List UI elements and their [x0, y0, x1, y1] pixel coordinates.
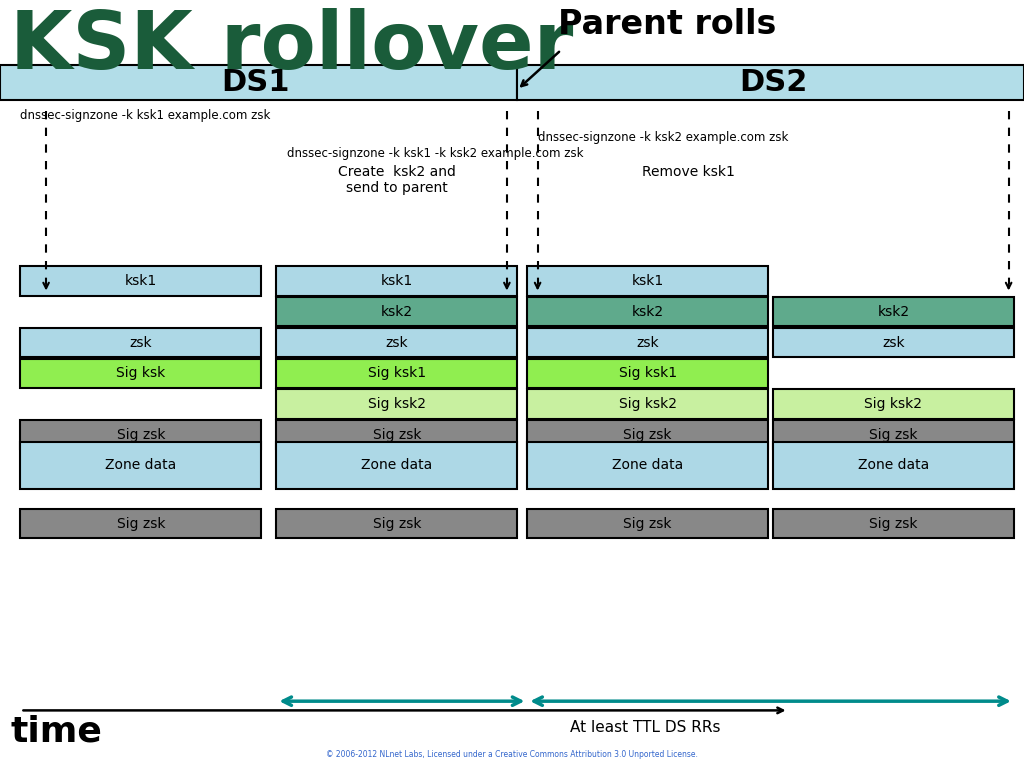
Text: Sig ksk1: Sig ksk1	[618, 366, 677, 380]
Bar	[20, 442, 261, 489]
Text: DS1: DS1	[222, 68, 290, 97]
Bar	[276, 442, 517, 489]
Text: ksk2: ksk2	[878, 305, 909, 319]
Bar	[773, 442, 1014, 489]
Text: DS2: DS2	[739, 68, 807, 97]
Text: KSK rollover: KSK rollover	[10, 8, 573, 86]
Text: Zone data: Zone data	[612, 458, 683, 472]
Bar	[276, 509, 517, 538]
Text: Sig zsk: Sig zsk	[373, 517, 421, 531]
Bar	[527, 328, 768, 357]
Text: Sig ksk2: Sig ksk2	[618, 397, 677, 411]
Text: ksk1: ksk1	[632, 274, 664, 288]
Text: Sig zsk: Sig zsk	[373, 428, 421, 442]
Text: At least TTL DS RRs: At least TTL DS RRs	[570, 720, 720, 735]
Bar	[527, 266, 768, 296]
Bar	[276, 266, 517, 296]
Text: Parent rolls: Parent rolls	[558, 8, 776, 41]
Text: zsk: zsk	[882, 336, 905, 349]
Bar	[773, 328, 1014, 357]
Text: Sig zsk: Sig zsk	[117, 428, 165, 442]
Bar	[773, 509, 1014, 538]
Bar	[276, 328, 517, 357]
Bar	[527, 359, 768, 388]
Bar	[20, 509, 261, 538]
Bar	[276, 297, 517, 326]
Text: Sig ksk2: Sig ksk2	[368, 397, 426, 411]
Bar	[20, 420, 261, 449]
Bar	[527, 389, 768, 419]
Bar	[20, 266, 261, 296]
Text: © 2006-2012 NLnet Labs, Licensed under a Creative Commons Attribution 3.0 Unport: © 2006-2012 NLnet Labs, Licensed under a…	[326, 750, 698, 759]
Bar	[773, 297, 1014, 326]
Bar	[276, 420, 517, 449]
Text: zsk: zsk	[385, 336, 409, 349]
Text: Sig ksk1: Sig ksk1	[368, 366, 426, 380]
Text: Sig zsk: Sig zsk	[624, 517, 672, 531]
Text: dnssec-signzone -k ksk1 -k ksk2 example.com zsk: dnssec-signzone -k ksk1 -k ksk2 example.…	[287, 147, 584, 161]
Bar	[20, 359, 261, 388]
Text: Create  ksk2 and
send to parent: Create ksk2 and send to parent	[338, 165, 456, 195]
Bar	[0, 65, 517, 100]
Text: Sig zsk: Sig zsk	[869, 428, 918, 442]
Text: dnssec-signzone -k ksk2 example.com zsk: dnssec-signzone -k ksk2 example.com zsk	[538, 131, 788, 144]
Text: Sig ksk: Sig ksk	[116, 366, 166, 380]
Text: Sig zsk: Sig zsk	[869, 517, 918, 531]
Text: ksk2: ksk2	[381, 305, 413, 319]
Bar	[527, 297, 768, 326]
Text: Sig zsk: Sig zsk	[117, 517, 165, 531]
Text: ksk2: ksk2	[632, 305, 664, 319]
Bar	[527, 509, 768, 538]
Text: zsk: zsk	[636, 336, 659, 349]
Bar	[527, 442, 768, 489]
Text: ksk1: ksk1	[125, 274, 157, 288]
Bar	[773, 420, 1014, 449]
Bar	[276, 389, 517, 419]
Text: time: time	[10, 714, 102, 748]
Bar	[20, 328, 261, 357]
Bar	[527, 420, 768, 449]
Text: Remove ksk1: Remove ksk1	[642, 165, 735, 179]
Text: Zone data: Zone data	[105, 458, 176, 472]
Text: Zone data: Zone data	[858, 458, 929, 472]
Text: Zone data: Zone data	[361, 458, 432, 472]
Text: dnssec-signzone -k ksk1 example.com zsk: dnssec-signzone -k ksk1 example.com zsk	[20, 109, 271, 122]
Text: Sig ksk2: Sig ksk2	[864, 397, 923, 411]
Text: Sig zsk: Sig zsk	[624, 428, 672, 442]
Bar	[773, 389, 1014, 419]
Bar	[517, 65, 1024, 100]
Text: zsk: zsk	[129, 336, 153, 349]
Bar	[276, 359, 517, 388]
Text: ksk1: ksk1	[381, 274, 413, 288]
